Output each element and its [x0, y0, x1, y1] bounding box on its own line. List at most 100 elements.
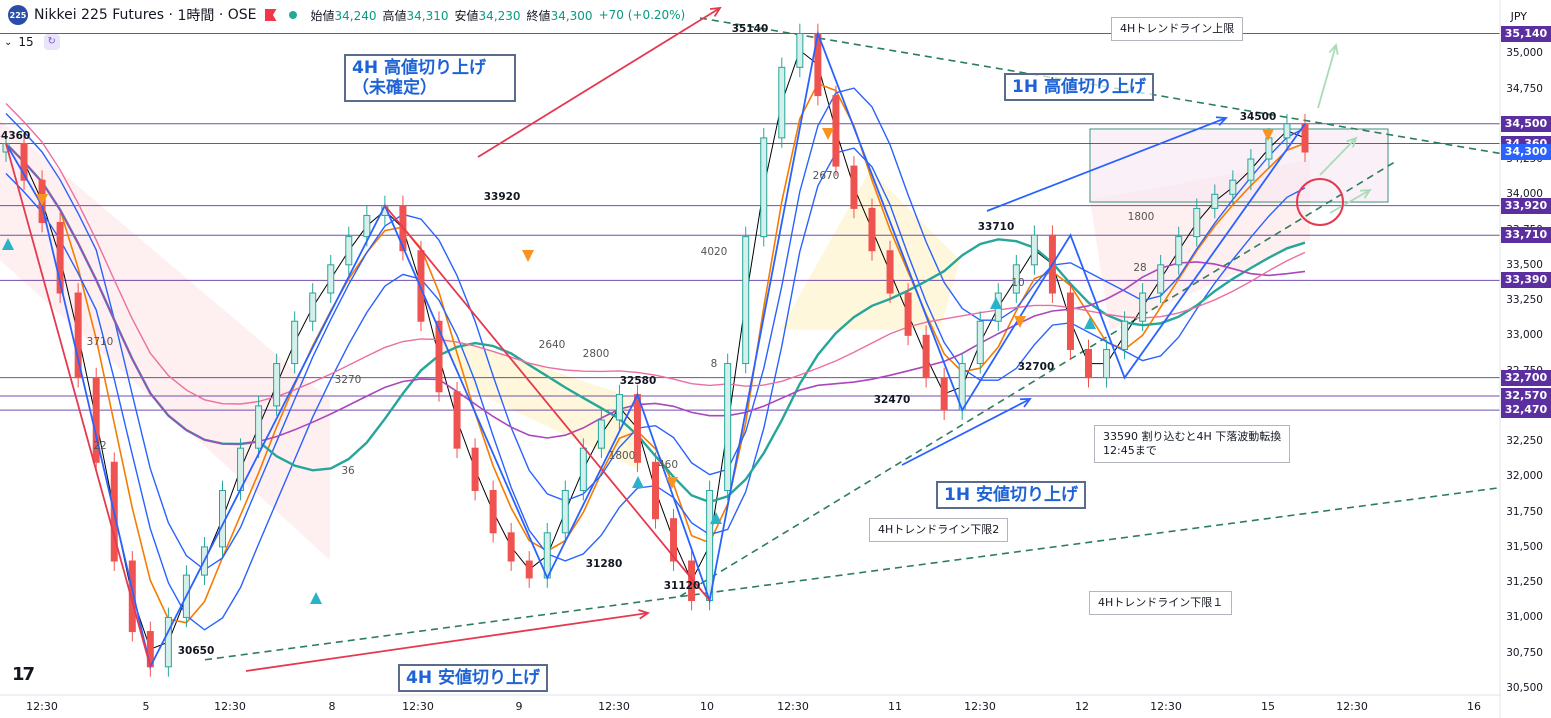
candle: [1030, 225, 1038, 275]
price-tag: 35,140: [1501, 25, 1551, 42]
symbol-name[interactable]: Nikkei 225 Futures: [34, 7, 165, 23]
open-label: 始値: [310, 8, 335, 23]
annotation-1h-high-up[interactable]: 1H 高値切り上げ: [1004, 73, 1154, 101]
candle-body: [1247, 158, 1255, 181]
currency-label[interactable]: JPY: [1510, 10, 1527, 23]
low-label: 安値: [454, 8, 479, 23]
tradingview-logo-icon[interactable]: 17: [12, 664, 35, 685]
pivot-label: 33710: [977, 221, 1015, 233]
projection-arrow-head: [1328, 43, 1339, 56]
candle: [886, 240, 894, 303]
price-tag: 34,500: [1501, 115, 1551, 132]
candle: [561, 480, 569, 543]
candle-body: [597, 419, 605, 449]
candle-body: [778, 66, 786, 139]
arrow-1h-low: [901, 398, 1031, 466]
time-tick-label: 10: [700, 700, 714, 713]
pivot-label: 4020: [700, 246, 728, 258]
candle-body: [832, 95, 840, 167]
candle: [796, 23, 804, 78]
candle: [507, 522, 515, 571]
candle: [291, 311, 299, 374]
candle-body: [309, 292, 317, 322]
candle-body: [471, 447, 479, 491]
price-tick-label: 31,750: [1506, 505, 1543, 518]
candle: [1085, 339, 1092, 388]
pivot-label: 34500: [1239, 111, 1277, 123]
time-tick-label: 9: [515, 700, 523, 713]
candle: [1066, 283, 1074, 360]
pivot-label: 32700: [1017, 361, 1055, 373]
pivot-label: 32580: [619, 375, 657, 387]
time-tick-label: 11: [888, 700, 902, 713]
time-tick-label: 12:30: [402, 700, 434, 713]
candle: [615, 384, 623, 430]
candle: [453, 381, 461, 459]
candle: [1103, 339, 1111, 388]
candle-body: [489, 489, 497, 534]
candle-body: [1229, 179, 1237, 195]
sync-icon[interactable]: ↻: [43, 34, 60, 50]
callout-trend-lower1[interactable]: 4Hトレンドライン下限１: [1089, 591, 1233, 615]
time-tick-label: 16: [1467, 700, 1481, 713]
pivot-label: 28: [1133, 262, 1147, 274]
open-value: 34,240: [334, 8, 377, 23]
pivot-label: 2640: [538, 339, 566, 351]
annotation-4h-low-up[interactable]: 4H 安値切り上げ: [398, 664, 548, 692]
candle-body: [525, 560, 533, 579]
sell-signal-icon: [522, 250, 534, 262]
candle-body: [1211, 193, 1219, 209]
candle-body: [652, 461, 659, 520]
market-status-icon: [288, 11, 297, 19]
candle: [1283, 113, 1291, 148]
candle-body: [1030, 234, 1038, 266]
candle: [417, 240, 425, 332]
candle-body: [1103, 348, 1111, 379]
change-value: +70 (+0.20%): [598, 8, 686, 22]
flag-icon[interactable]: [264, 9, 277, 21]
price-tag: 34,300: [1501, 143, 1551, 160]
candle-body: [20, 143, 28, 181]
candle-body: [1193, 207, 1201, 238]
callout-trend-upper[interactable]: 4Hトレンドライン上限: [1111, 17, 1244, 41]
candle-body: [760, 137, 768, 238]
annotation-1h-low-up[interactable]: 1H 安値切り上げ: [936, 481, 1086, 509]
interval-label[interactable]: 1時間: [177, 8, 215, 24]
candle: [1139, 283, 1147, 332]
candle: [1211, 184, 1219, 219]
candle: [219, 480, 226, 557]
callout-note[interactable]: 33590 割り込むと4H 下落波動転換 12:45まで: [1094, 425, 1291, 463]
candle-body: [255, 405, 263, 449]
candle-body: [128, 560, 136, 633]
candle: [760, 128, 768, 247]
candle-body: [453, 391, 461, 449]
callout-trend-lower2[interactable]: 4Hトレンドライン下限2: [869, 518, 1009, 542]
candle: [1175, 226, 1183, 275]
collapse-icon[interactable]: ⌄: [4, 36, 13, 48]
buy-signal-icon: [990, 297, 1002, 309]
candle-body: [670, 518, 678, 562]
price-tick-label: 32,000: [1506, 470, 1543, 483]
candle: [850, 156, 858, 219]
candle: [670, 508, 678, 571]
indicator-value: 15: [18, 35, 34, 49]
price-tag: 32,570: [1501, 387, 1551, 404]
candle: [327, 254, 335, 303]
annotation-4h-high-up[interactable]: 4H 高値切り上げ（未確定）: [344, 54, 516, 102]
close-value: 34,300: [550, 8, 593, 23]
candle: [922, 325, 930, 388]
candle: [597, 410, 605, 459]
price-tag: 33,710: [1501, 227, 1551, 244]
projection-arrow-head: [1346, 136, 1358, 148]
candle: [345, 226, 353, 275]
candle: [309, 283, 317, 332]
candle: [273, 353, 281, 416]
candle-body: [507, 532, 515, 562]
candle-body: [345, 236, 353, 266]
candle: [742, 226, 750, 374]
price-tick-label: 33,000: [1506, 329, 1543, 342]
cloud-fill: [0, 120, 330, 560]
pivot-label: 35140: [731, 23, 769, 35]
candle: [435, 311, 443, 402]
